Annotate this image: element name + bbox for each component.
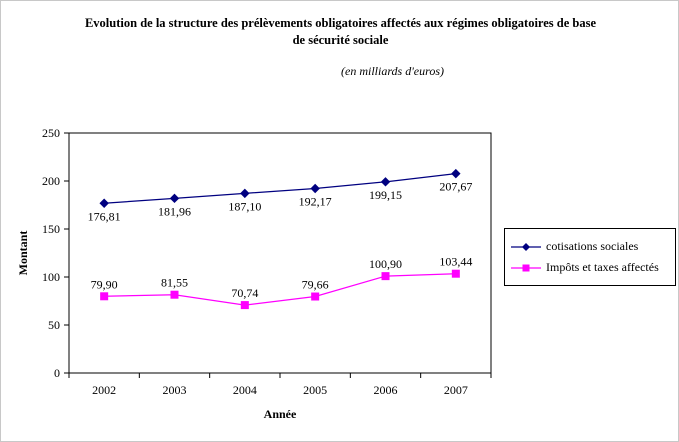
diamond-marker-icon bbox=[511, 242, 541, 251]
svg-text:100: 100 bbox=[42, 270, 60, 284]
legend-entry-cotisations: cotisations sociales bbox=[511, 236, 669, 257]
svg-text:2005: 2005 bbox=[303, 383, 327, 397]
svg-text:181,96: 181,96 bbox=[158, 204, 191, 218]
svg-text:176,81: 176,81 bbox=[88, 209, 121, 223]
svg-text:150: 150 bbox=[42, 222, 60, 236]
svg-text:2007: 2007 bbox=[444, 383, 468, 397]
svg-text:250: 250 bbox=[42, 126, 60, 140]
svg-text:192,17: 192,17 bbox=[299, 195, 332, 209]
svg-text:0: 0 bbox=[54, 366, 60, 380]
legend: cotisations sociales Impôts et taxes aff… bbox=[504, 228, 676, 286]
svg-text:2003: 2003 bbox=[163, 383, 187, 397]
svg-text:81,55: 81,55 bbox=[161, 276, 188, 290]
svg-text:187,10: 187,10 bbox=[228, 199, 261, 213]
svg-text:Montant: Montant bbox=[16, 231, 30, 276]
svg-text:79,90: 79,90 bbox=[91, 277, 118, 291]
svg-text:2006: 2006 bbox=[374, 383, 398, 397]
svg-text:70,74: 70,74 bbox=[231, 286, 258, 300]
svg-text:200: 200 bbox=[42, 174, 60, 188]
chart-subtitle: (en milliards d'euros) bbox=[341, 64, 445, 78]
chart-title-line2: de sécurité sociale bbox=[292, 33, 389, 47]
legend-label-cotisations: cotisations sociales bbox=[546, 239, 639, 253]
svg-text:Année: Année bbox=[264, 407, 297, 421]
svg-text:207,67: 207,67 bbox=[439, 180, 472, 194]
chart-title-line1: Evolution de la structure des prélèvemen… bbox=[84, 16, 597, 30]
svg-text:103,44: 103,44 bbox=[439, 255, 472, 269]
chart-title: Evolution de la structure des prélèvemen… bbox=[1, 15, 678, 49]
svg-text:79,66: 79,66 bbox=[302, 278, 329, 292]
svg-text:2002: 2002 bbox=[92, 383, 116, 397]
svg-text:50: 50 bbox=[48, 318, 60, 332]
svg-text:2004: 2004 bbox=[233, 383, 257, 397]
svg-text:199,15: 199,15 bbox=[369, 188, 402, 202]
square-marker-icon bbox=[511, 264, 541, 271]
legend-label-impots: Impôts et taxes affectés bbox=[546, 260, 659, 274]
legend-entry-impots: Impôts et taxes affectés bbox=[511, 257, 669, 278]
svg-text:100,90: 100,90 bbox=[369, 257, 402, 271]
